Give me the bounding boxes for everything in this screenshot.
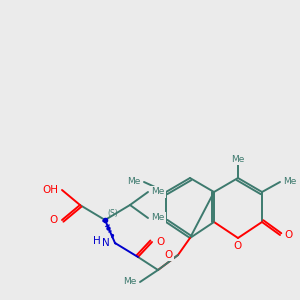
Text: Me: Me xyxy=(151,188,164,196)
Text: O: O xyxy=(284,230,292,240)
Text: Me: Me xyxy=(151,214,164,223)
Text: Me: Me xyxy=(283,178,296,187)
Text: OH: OH xyxy=(42,185,58,195)
Text: H: H xyxy=(93,236,101,246)
Text: N: N xyxy=(102,238,110,248)
Text: Me: Me xyxy=(128,178,141,187)
Text: Me: Me xyxy=(231,154,245,164)
Text: O: O xyxy=(165,250,173,260)
Text: (S): (S) xyxy=(107,209,118,218)
Text: O: O xyxy=(50,215,58,225)
Text: O: O xyxy=(234,241,242,251)
Text: O: O xyxy=(156,237,164,247)
Text: Me: Me xyxy=(124,278,137,286)
